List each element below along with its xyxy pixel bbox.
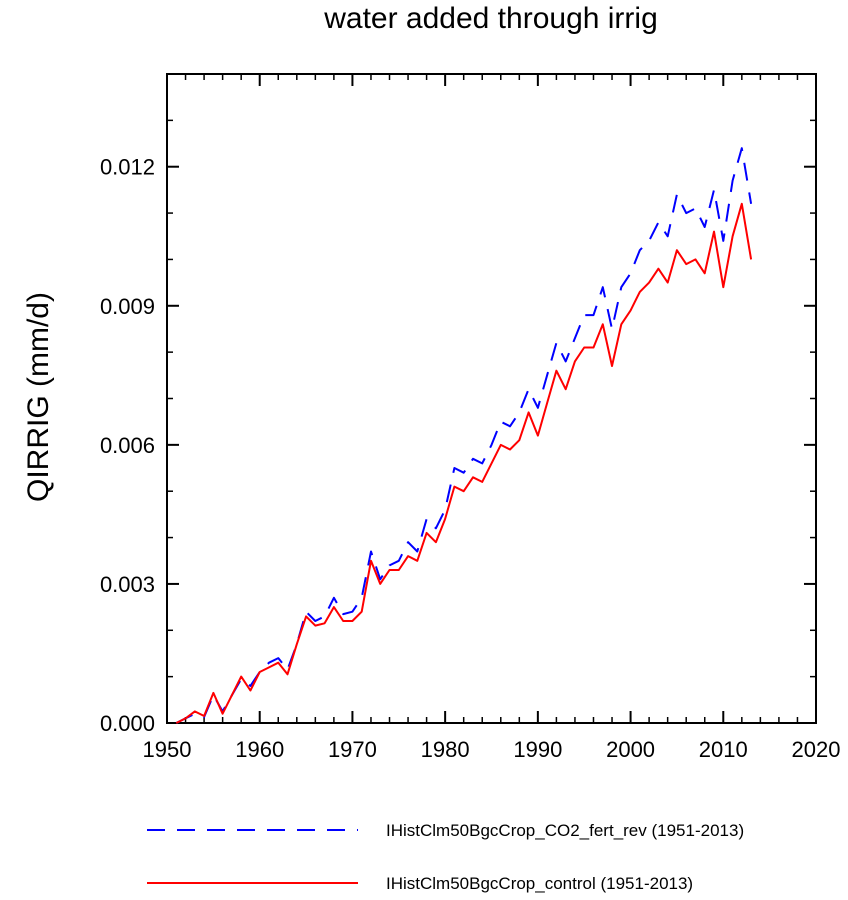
x-tick-label: 1960: [235, 737, 284, 762]
y-tick-label: 0.009: [100, 294, 155, 319]
x-tick-label: 2010: [699, 737, 748, 762]
chart-title: water added through irrig: [323, 2, 658, 35]
axis-tick-labels: 1950 1960 1970 1980 1990 2000 2010 2020 0.000 0.0…: [100, 155, 841, 762]
y-tick-label: 0.000: [100, 711, 155, 736]
legend-label-1: IHistClm50BgcCrop_CO2_fert_rev (1951-201…: [386, 821, 744, 840]
x-tick-label: 2020: [792, 737, 841, 762]
y-axis-title: QIRRIG (mm/d): [22, 292, 55, 502]
y-tick-label: 0.003: [100, 572, 155, 597]
series-lines: [175, 147, 753, 724]
legend-label-2: IHistClm50BgcCrop_control (1951-2013): [386, 874, 693, 893]
x-tick-label: 1950: [143, 737, 192, 762]
x-tick-label: 2000: [606, 737, 655, 762]
legend: IHistClm50BgcCrop_CO2_fert_rev (1951-201…: [147, 821, 744, 893]
plot-frame: [166, 73, 817, 724]
axis-ticks: [166, 73, 817, 724]
y-tick-label: 0.012: [100, 155, 155, 180]
series-line-1: [175, 147, 753, 724]
x-tick-label: 1990: [513, 737, 562, 762]
series-line-2: [175, 202, 753, 724]
y-tick-label: 0.006: [100, 433, 155, 458]
x-tick-label: 1980: [421, 737, 470, 762]
x-tick-label: 1970: [328, 737, 377, 762]
